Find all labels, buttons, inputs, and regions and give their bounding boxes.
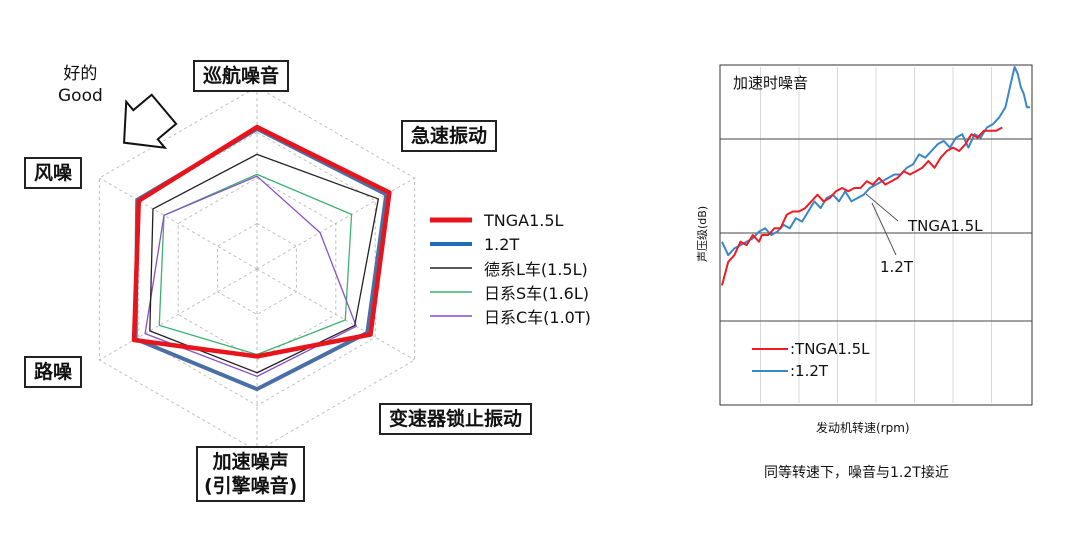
chart-caption: 同等转速下，噪音与1.2T接近 [764, 465, 949, 481]
line-chart-title: 加速时噪音 [733, 74, 809, 92]
legend-label: :TNGA1.5L [790, 340, 870, 358]
legend-item: 日系S车(1.6L) [430, 280, 591, 304]
legend-swatch [430, 267, 472, 269]
radar-series-4 [144, 175, 357, 378]
legend-label: TNGA1.5L [484, 210, 564, 230]
legend-item: :1.2T [752, 360, 870, 382]
x-axis-label: 发动机转速(rpm) [816, 421, 910, 435]
legend-swatch [752, 370, 788, 372]
axis-label-wind-noise: 风噪 [24, 157, 83, 189]
radar-series-3 [158, 173, 353, 356]
legend-label: :1.2T [790, 362, 829, 380]
good-label-en: Good [58, 86, 103, 106]
radar-series-2 [149, 153, 380, 374]
good-arrow-icon [123, 93, 178, 149]
axis-label-road-noise: 路噪 [24, 356, 83, 388]
line-series-0 [721, 126, 1003, 286]
axis-label-accel-noise: 加速噪声 (引擎噪音) [196, 446, 306, 502]
line-series-1 [721, 66, 1030, 257]
legend-label: 日系S车(1.6L) [484, 284, 590, 303]
radar-spoke [256, 268, 415, 361]
line-grid [720, 67, 1032, 403]
legend-swatch [430, 242, 472, 246]
radar-series [131, 124, 392, 392]
legend-item: TNGA1.5L [430, 208, 591, 232]
legend-label: 1.2T [484, 234, 520, 254]
axis-label-text: 风噪 [34, 162, 73, 184]
legend-item: 德系L车(1.5L) [430, 256, 591, 280]
axis-label-text: 巡航噪音 [203, 65, 280, 87]
good-label-cn: 好的 [63, 64, 98, 84]
radar-spoke [99, 268, 258, 361]
legend-label: 日系C车(1.0T) [484, 308, 591, 327]
legend-label: 德系L车(1.5L) [484, 260, 588, 279]
axis-label-text: 加速噪声 [212, 451, 289, 473]
axis-label-text: 急速振动 [411, 125, 488, 147]
axis-label-lockup-vibration: 变速器锁止振动 [379, 403, 533, 435]
legend-item: 1.2T [430, 232, 591, 256]
axis-label-text: 路噪 [34, 361, 73, 383]
legend-item: :TNGA1.5L [752, 338, 870, 360]
radar-grid [98, 86, 416, 452]
axis-label-text: 变速器锁止振动 [389, 408, 523, 430]
radar-grid-ring [138, 131, 376, 407]
legend-swatch [430, 217, 472, 223]
annotation-1-2t: 1.2T [880, 258, 914, 276]
line-legend: :TNGA1.5L :1.2T [752, 338, 870, 382]
radar-series-0 [131, 124, 392, 359]
good-label: 好的 Good [58, 63, 103, 107]
annotation-tnga: TNGA1.5L [908, 217, 983, 235]
line-series [721, 66, 1030, 286]
legend-item: 日系C车(1.0T) [430, 304, 591, 328]
annotation-leaders [865, 193, 899, 256]
legend-swatch [430, 291, 472, 293]
legend-swatch [752, 348, 788, 350]
y-axis-label: 声压级(dB) [696, 205, 709, 262]
radar-chart [98, 86, 416, 452]
radar-spoke [99, 177, 258, 270]
axis-label-idle-vibration: 急速振动 [401, 120, 498, 152]
axis-label-cruise-noise: 巡航噪音 [193, 60, 290, 92]
radar-legend: TNGA1.5L 1.2T 德系L车(1.5L) 日系S车(1.6L) 日系C车… [430, 208, 591, 328]
legend-swatch [430, 315, 472, 317]
axis-label-text: (引擎噪音) [204, 475, 298, 497]
